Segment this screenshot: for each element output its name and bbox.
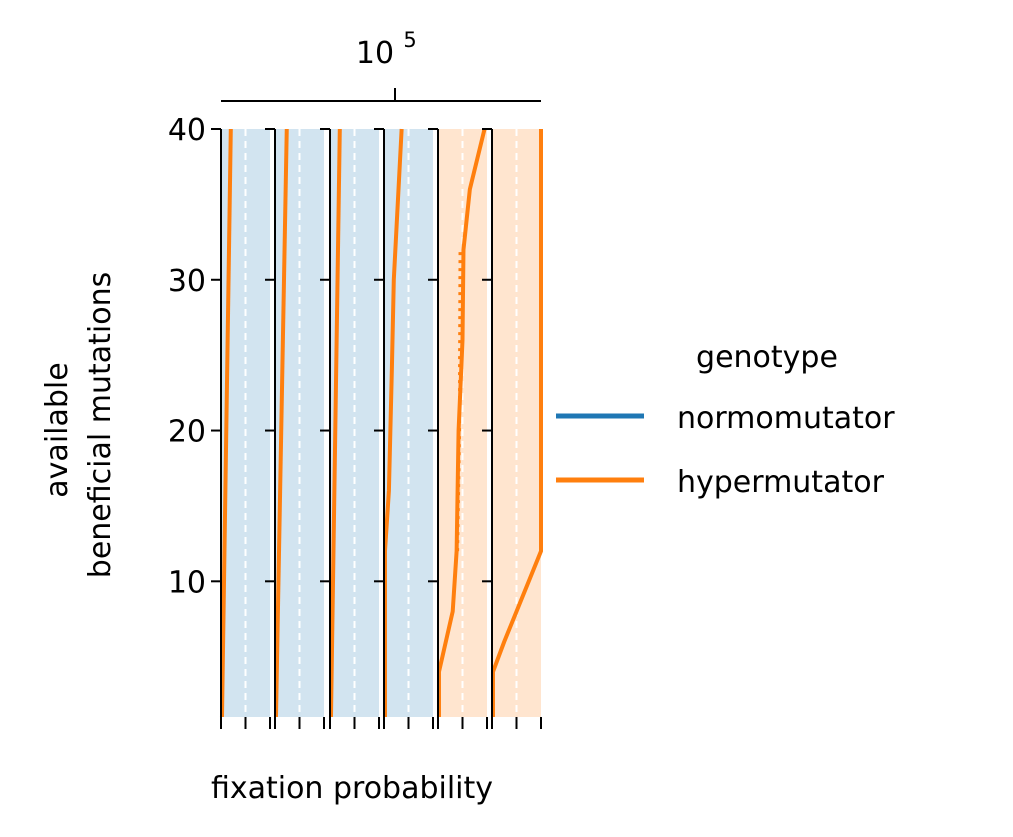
panel-2 [265,128,325,729]
panel-1-hypermutator-line [219,128,233,718]
y-tick-label: 40 [168,113,206,148]
legend-label-normomutator: normomutator [677,401,895,436]
panel-4 [374,128,434,729]
legend-title: genotype [696,340,838,375]
panel-1 [211,128,271,729]
panel-5-hypermutator-dotted-line [456,249,462,552]
panel-5-hypermutator-line [436,128,487,717]
y-tick-label: 30 [168,264,206,299]
top-axis-label-exponent: 5 [403,28,416,52]
y-tick-label: 10 [168,565,206,600]
y-axis-label-line1: available [40,362,75,497]
panel-3-hypermutator-line [328,128,342,718]
x-axis-label: fixation probability [211,771,493,806]
y-tick-labels: 10 20 30 40 [168,113,206,600]
top-axis-label: 10 [356,36,394,71]
y-axis-label-line2: beneficial mutations [83,272,118,578]
legend: genotype normomutator hypermutator [556,340,895,500]
y-tick-label: 20 [168,415,206,450]
panel-2-hypermutator-line [273,128,289,718]
panel-3 [320,128,380,729]
panel-6 [482,128,543,729]
panel-5 [428,128,488,729]
legend-label-hypermutator: hypermutator [677,465,885,500]
panels-group [211,128,543,729]
